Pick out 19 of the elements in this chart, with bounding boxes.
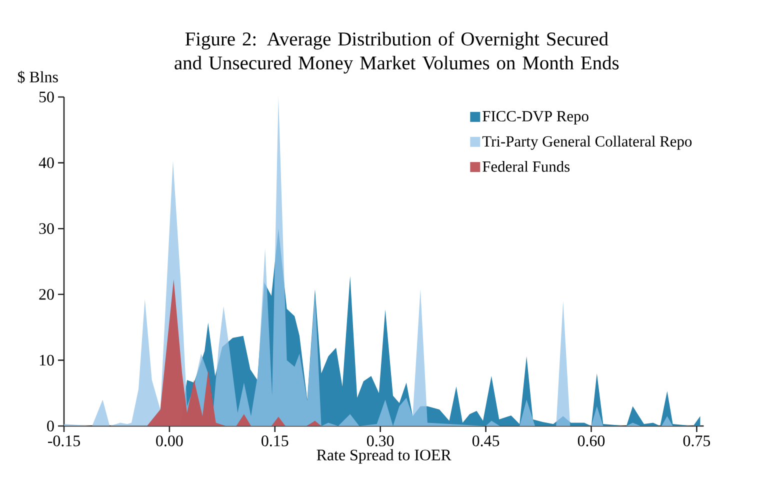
legend-label: Federal Funds <box>482 160 570 172</box>
x-tick-label: 0.15 <box>262 436 288 446</box>
x-axis-title: Rate Spread to IOER <box>316 449 452 464</box>
x-tick-label: -0.15 <box>48 436 80 446</box>
y-tick-label: 20 <box>39 289 54 300</box>
legend-label: Tri-Party General Collateral Repo <box>482 136 692 150</box>
y-tick-label: 0 <box>47 420 54 432</box>
y-tick-label: 30 <box>39 223 54 234</box>
x-tick-label: 0.00 <box>156 436 183 446</box>
legend-label: FICC-DVP Repo <box>482 111 588 125</box>
y-tick-label: 40 <box>38 157 54 168</box>
x-tick-label: 0.60 <box>578 436 605 446</box>
x-tick-label: 0.75 <box>683 436 710 446</box>
x-tick-label: 0.30 <box>367 436 394 446</box>
y-tick-label: 50 <box>39 92 54 102</box>
chart-title: Figure 2: Average Distribution of Overnight Secured and Unsecured Money Market Volumes on Month Ends <box>174 32 619 74</box>
y-axis-title: $ Blns <box>18 70 58 84</box>
x-tick-label: 0.45 <box>472 436 500 446</box>
y-tick-label: 10 <box>40 354 54 366</box>
